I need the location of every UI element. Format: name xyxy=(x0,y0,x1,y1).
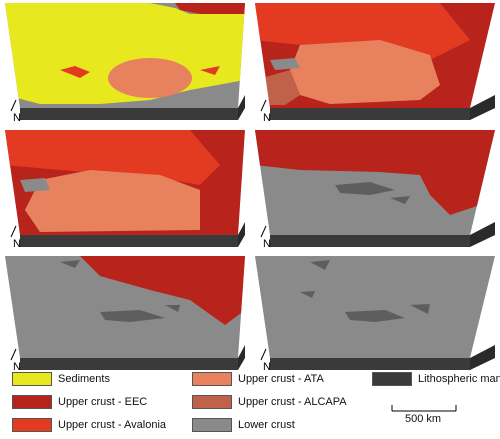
legend-item-alcapa: Upper crust - ALCAPA xyxy=(192,394,347,410)
legend-item-avalonia: Upper crust - Avalonia xyxy=(12,417,166,433)
mantle-patch-2 xyxy=(345,310,405,322)
mantle-patch-3 xyxy=(165,305,180,312)
legend-swatch xyxy=(192,372,232,386)
north-label: N xyxy=(13,361,21,373)
mantle-patch-2 xyxy=(390,196,410,204)
mantle-side xyxy=(470,95,495,120)
north-label: N xyxy=(263,238,271,250)
mantle-patch-4 xyxy=(300,291,315,298)
north-label: N xyxy=(13,112,21,124)
lower-crust-patch xyxy=(270,58,300,70)
legend-item-sediments: Sediments xyxy=(12,371,110,387)
panel-lower-crust: N xyxy=(255,130,495,250)
north-label: N xyxy=(13,238,21,250)
mantle-base xyxy=(20,235,238,247)
mantle-patch xyxy=(335,182,395,195)
panel-sediments: N xyxy=(5,3,245,124)
mantle-side xyxy=(470,345,495,370)
legend-item-eec: Upper crust - EEC xyxy=(12,394,147,410)
legend-swatch xyxy=(372,372,412,386)
legend-label: Lithospheric mantle xyxy=(418,373,500,385)
legend-item-lithospheric-mantle: Lithospheric mantle xyxy=(372,371,500,387)
scale-bar-label: 500 km xyxy=(405,413,442,425)
avalonia-region xyxy=(5,130,220,185)
lower-crust-patch xyxy=(20,178,50,192)
eec-region xyxy=(175,3,245,14)
ata-region xyxy=(25,170,200,232)
mantle-patch-3 xyxy=(410,304,430,314)
mantle-base xyxy=(20,358,238,370)
mantle-side xyxy=(238,345,245,370)
mantle-base xyxy=(270,108,470,120)
legend-swatch xyxy=(12,395,52,409)
eec-region xyxy=(80,256,245,325)
legend-swatch xyxy=(192,395,232,409)
mantle-patch xyxy=(60,260,80,268)
mantle-side xyxy=(238,222,245,247)
mantle-base xyxy=(270,235,470,247)
north-arrow xyxy=(260,225,267,238)
north-arrow xyxy=(10,99,17,112)
north-arrow xyxy=(260,99,267,112)
north-arrow xyxy=(10,225,17,238)
legend-swatch xyxy=(192,418,232,432)
mantle-base xyxy=(270,358,470,370)
mantle-patch-2 xyxy=(100,310,165,322)
legend-label: Sediments xyxy=(58,373,110,385)
panel-upper-crust-2: N xyxy=(5,130,245,250)
north-arrow xyxy=(10,348,17,361)
legend-label: Upper crust - Avalonia xyxy=(58,419,167,431)
legend-swatch xyxy=(12,418,52,432)
mantle-side xyxy=(238,95,245,120)
legend-label: Lower crust xyxy=(238,419,295,431)
avalonia-region xyxy=(255,3,470,60)
legend-label: Upper crust - EEC xyxy=(58,396,148,408)
eec-region xyxy=(255,130,495,215)
mantle-patch xyxy=(310,260,330,270)
ata-region xyxy=(290,40,440,104)
legend-item-ata: Upper crust - ATA xyxy=(192,371,324,387)
panel-lower-crust-2: N xyxy=(5,256,245,373)
north-label: N xyxy=(263,361,271,373)
legend-label: Upper crust - ATA xyxy=(238,373,324,385)
legend-label: Upper crust - ALCAPA xyxy=(238,396,347,408)
mantle-base xyxy=(20,108,238,120)
avalonia-region-2 xyxy=(200,66,220,75)
mantle-side xyxy=(470,222,495,247)
scale-bar xyxy=(391,405,457,412)
avalonia-region xyxy=(60,66,90,78)
ata-region xyxy=(108,58,192,98)
legend-swatch xyxy=(12,372,52,386)
north-label: N xyxy=(263,112,271,124)
panel-upper-crust: N xyxy=(255,3,495,124)
lower-crust-region xyxy=(255,256,495,358)
legend-item-lower-crust: Lower crust xyxy=(192,417,295,433)
panel-lithospheric-mantle: N xyxy=(255,256,495,373)
north-arrow xyxy=(260,348,267,361)
